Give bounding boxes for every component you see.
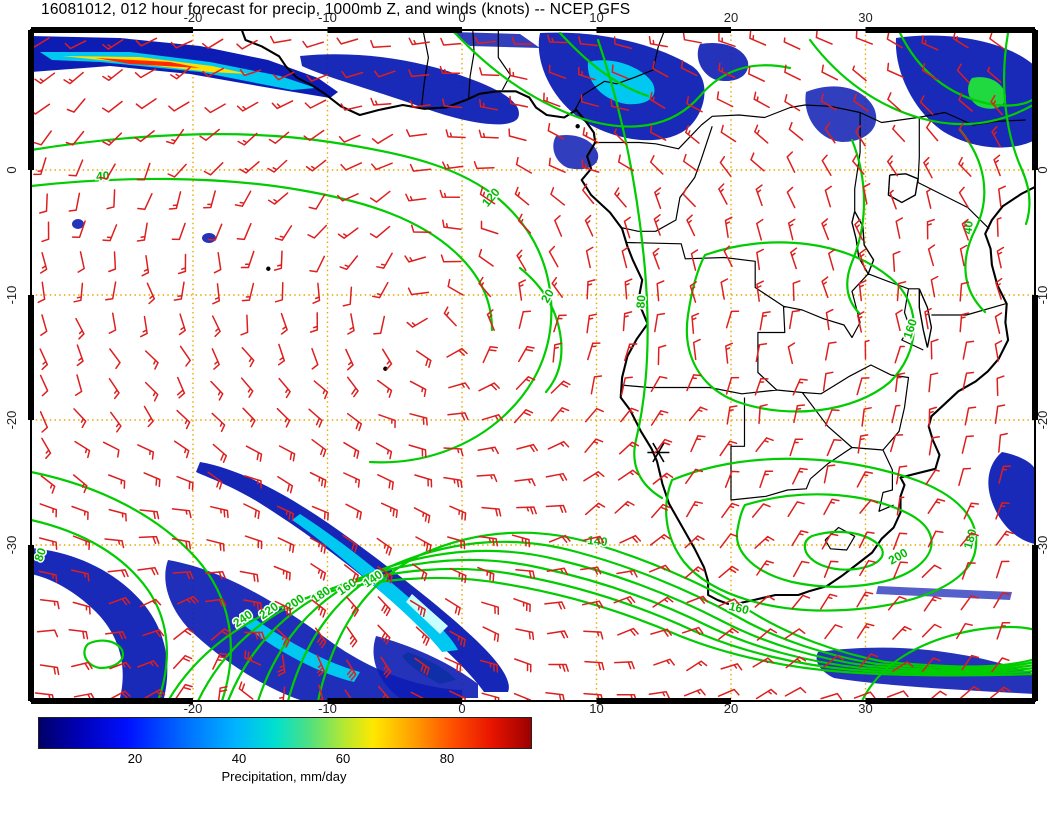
precip-shading	[988, 452, 1035, 544]
contour-label: 180	[961, 527, 980, 550]
contour-label: 200	[886, 545, 911, 567]
lat-tick-label-left: -10	[4, 286, 19, 305]
lat-tick-label-right: -20	[1035, 411, 1050, 430]
lon-tick-label-bottom: 0	[458, 701, 465, 716]
station-marker	[647, 442, 670, 463]
wind-barbs-layer	[31, 30, 1014, 701]
island-dot	[266, 266, 271, 271]
lon-tick-label-top: 30	[858, 10, 872, 25]
island-dot	[383, 366, 388, 371]
axis-tick-labels: -20 -20 -10 -10 0 0 10 10 20 20 30 30 0 0 -10 -10 -20 -20…	[4, 10, 1050, 716]
height-contour	[596, 38, 664, 500]
height-contour	[958, 128, 987, 314]
height-contour	[518, 266, 563, 394]
precip-shading	[805, 86, 877, 142]
lat-tick-label-right: -30	[1035, 536, 1050, 555]
contour-label: 160	[900, 317, 920, 341]
contour-label: 80	[634, 294, 649, 309]
plot-title: 16081012, 012 hour forecast for precip, …	[41, 1, 631, 18]
height-contour	[685, 241, 915, 413]
height-contour	[196, 567, 1035, 701]
height-contour	[31, 177, 494, 332]
height-contour	[31, 470, 232, 701]
precip-shading	[300, 54, 519, 125]
precip-shading	[202, 233, 216, 243]
lon-tick-label-top: -20	[184, 10, 203, 25]
height-contour	[860, 625, 1035, 701]
colorbar-tick-label: 60	[335, 751, 351, 766]
precip-shading	[40, 52, 316, 90]
precip-shading	[72, 219, 84, 229]
precip-shading	[96, 58, 200, 68]
height-contour	[803, 530, 884, 571]
height-contour	[1002, 31, 1031, 226]
contour-label: 140	[587, 533, 609, 549]
height-contour	[31, 133, 553, 464]
height-contour	[286, 540, 1035, 701]
lon-tick-label-top: 20	[724, 10, 738, 25]
lat-tick-label-left: 0	[4, 166, 19, 173]
contour-label: 40	[96, 169, 111, 184]
lat-tick-label-left: -30	[4, 536, 19, 555]
lon-tick-label-bottom: -10	[318, 701, 337, 716]
lat-tick-label-right: 0	[1035, 166, 1050, 173]
lat-tick-label-left: -20	[4, 411, 19, 430]
precip-shading	[165, 560, 462, 700]
coastline	[240, 30, 1035, 607]
precip-shading	[31, 548, 168, 698]
geography-layer	[240, 30, 1035, 607]
lon-tick-label-bottom: 10	[589, 701, 603, 716]
colorbar-tick-label: 40	[231, 751, 247, 766]
lon-tick-label-top: -10	[318, 10, 337, 25]
height-contour	[31, 518, 168, 701]
height-contour	[226, 558, 1035, 701]
lon-tick-label-bottom: -20	[184, 701, 203, 716]
contour-label: 160	[728, 599, 751, 618]
lon-tick-label-bottom: 20	[724, 701, 738, 716]
contour-label: 200	[282, 591, 307, 614]
height-contour	[735, 493, 933, 588]
colorbar-tick-label: 20	[127, 751, 143, 766]
lon-tick-label-bottom: 30	[858, 701, 872, 716]
height-contour	[558, 31, 650, 98]
lat-tick-label-right: -10	[1035, 286, 1050, 305]
lon-tick-label-top: 0	[458, 10, 465, 25]
precip-shading	[240, 614, 360, 682]
height-contour	[83, 639, 124, 670]
height-contour	[256, 549, 1035, 701]
height-contour	[453, 31, 792, 128]
precip-shading	[553, 134, 599, 170]
wind-barbs	[31, 30, 1014, 701]
map-frame	[28, 27, 1038, 704]
height-contour	[665, 457, 978, 612]
precip-shading	[876, 586, 1012, 600]
lon-tick-label-top: 10	[589, 10, 603, 25]
island-dot	[575, 124, 580, 129]
precip-shading	[452, 32, 540, 48]
height-contour	[808, 38, 1035, 126]
colorbar-gradient	[38, 717, 532, 749]
height-contour	[898, 31, 1035, 107]
colorbar-caption: Precipitation, mm/day	[221, 769, 347, 784]
colorbar-tick-label: 80	[439, 751, 455, 766]
lakes	[851, 173, 933, 348]
contour-label: 180	[308, 583, 333, 606]
contour-label: 40	[960, 220, 976, 235]
precip-shading	[895, 35, 1035, 148]
